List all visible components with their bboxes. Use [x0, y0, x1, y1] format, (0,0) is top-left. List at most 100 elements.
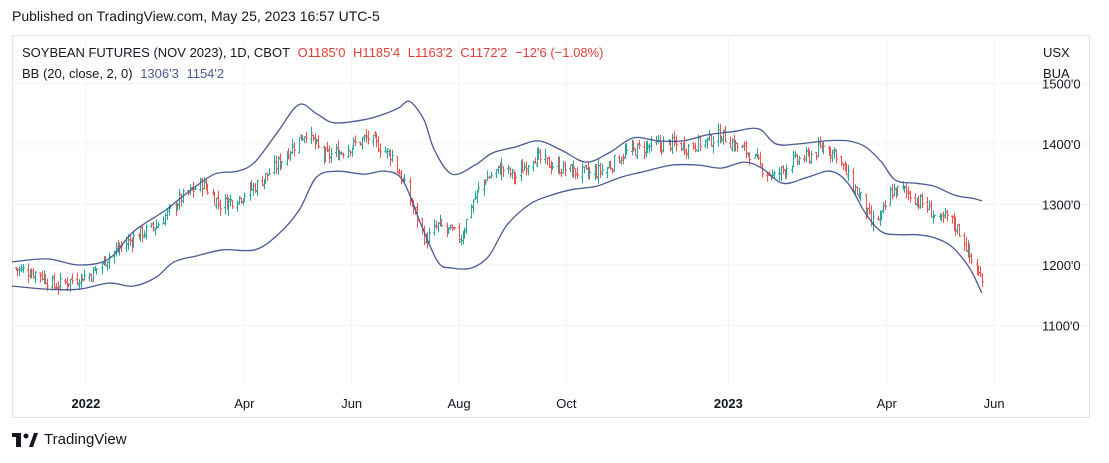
- footer-brand[interactable]: TradingView: [12, 431, 127, 448]
- ohlc-bar: [954, 216, 957, 237]
- ohlc-bar: [965, 237, 968, 252]
- ohlc-bar: [808, 149, 811, 164]
- tradingview-logo-icon: [12, 432, 38, 447]
- ohlc-bar: [551, 162, 554, 170]
- ohlc-bar: [840, 155, 843, 167]
- ohlc-bar: [95, 268, 98, 275]
- ohlc-bar: [20, 264, 23, 273]
- ohlc-bar: [673, 130, 676, 147]
- unit-label: BUA: [1043, 66, 1070, 81]
- ohlc-bar: [261, 175, 264, 186]
- ohlc-bar: [433, 219, 436, 236]
- ohlc-bar: [315, 138, 318, 144]
- ohlc-bar: [829, 146, 832, 163]
- ohlc-bar: [34, 271, 37, 284]
- ohlc-bar: [155, 219, 158, 230]
- published-header: Published on TradingView.com, May 25, 20…: [12, 8, 380, 24]
- ohlc-bar: [162, 216, 165, 225]
- ohlc-bar: [192, 181, 195, 198]
- ohlc-bar: [347, 144, 350, 159]
- bb-upper-line: [12, 100, 982, 266]
- ohlc-bar: [164, 212, 167, 226]
- ohlc-bar: [896, 185, 899, 197]
- ohlc-bar: [872, 210, 875, 232]
- ohlc-bar: [668, 139, 671, 145]
- ohlc-bar: [958, 223, 961, 237]
- ohlc-bar: [106, 261, 109, 271]
- ohlc-bar: [314, 133, 317, 150]
- ohlc-bar: [884, 200, 887, 211]
- ohlc-bar: [88, 272, 91, 282]
- ohlc-bar: [599, 162, 602, 178]
- ohlc-bar: [287, 148, 290, 160]
- x-tick-label: Jun: [341, 396, 362, 411]
- ohlc-bar: [914, 193, 917, 206]
- ohlc-bar: [447, 227, 450, 235]
- ohlc-bar: [979, 266, 982, 277]
- ohlc-bar: [101, 261, 104, 275]
- ohlc-bar: [352, 137, 355, 150]
- ohlc-bar: [354, 135, 357, 147]
- ohlc-bar: [532, 160, 535, 172]
- ohlc-bar: [340, 151, 343, 155]
- ohlc-bar: [303, 136, 306, 143]
- bollinger-bands: [12, 100, 983, 294]
- ohlc-bar: [766, 173, 769, 182]
- x-tick-label: 2023: [714, 396, 743, 411]
- x-tick-label: Aug: [447, 396, 470, 411]
- ohlc-bar: [805, 146, 808, 163]
- ohlc-bar: [710, 134, 713, 147]
- ohlc-bar: [365, 128, 368, 143]
- ohlc-bar: [157, 222, 160, 229]
- ohlc-bar: [919, 194, 922, 209]
- ohlc-bar: [83, 269, 86, 281]
- ohlc-bar: [717, 123, 720, 147]
- ohlc-bar: [572, 160, 575, 179]
- ohlc-bar: [921, 192, 924, 209]
- ohlc-bar: [613, 155, 616, 173]
- ohlc-bar: [330, 147, 333, 164]
- ohlc-bar: [81, 276, 84, 282]
- ohlc-bar: [78, 279, 81, 291]
- ohlc-bar: [289, 150, 292, 161]
- price-chart[interactable]: 1500'0 1400'0 1300'0 1200'0 1100'0 2022 Apr Ju…: [12, 35, 1090, 418]
- ohlc-bar: [219, 199, 222, 217]
- ohlc-bar: [719, 124, 722, 144]
- y-axis: 1500'0 1400'0 1300'0 1200'0 1100'0: [1042, 76, 1081, 333]
- ohlc-bar: [581, 163, 584, 184]
- ohlc-bar: [154, 228, 157, 236]
- ohlc-bar: [893, 183, 896, 197]
- ohlc-bar: [240, 197, 243, 204]
- brand-name: TradingView: [44, 431, 127, 448]
- ohlc-bar: [227, 197, 230, 216]
- ohlc-bar: [275, 155, 278, 174]
- ohlc-bar: [71, 273, 74, 285]
- ohlc-bar: [379, 143, 382, 158]
- ohlc-bar: [646, 140, 649, 153]
- ohlc-bar: [76, 272, 79, 286]
- ohlc-bar: [367, 130, 370, 145]
- ohlc-bar: [792, 150, 795, 168]
- ohlc-bar: [620, 156, 623, 165]
- ohlc-bar: [636, 143, 639, 159]
- ohlc-bar: [59, 273, 62, 291]
- y-tick-label: 1400'0: [1042, 137, 1081, 152]
- ohlc-bar: [206, 183, 209, 195]
- ohlc-bar: [57, 281, 60, 296]
- ohlc-bar: [951, 215, 954, 224]
- ohlc-bar: [217, 190, 220, 210]
- ohlc-bar: [773, 170, 776, 179]
- ohlc-bar: [940, 213, 943, 222]
- y-tick-label: 1200'0: [1042, 258, 1081, 273]
- ohlc-bar: [606, 167, 609, 179]
- ohlc-bars: [15, 123, 984, 296]
- bb-label: BB (20, close, 2, 0): [22, 66, 133, 81]
- x-tick-label: Jun: [984, 396, 1005, 411]
- ohlc-bar: [796, 154, 799, 166]
- ohlc-bar: [933, 214, 936, 219]
- ohlc-bar: [386, 148, 389, 159]
- ohlc-bar: [256, 179, 259, 196]
- ohlc-bar: [643, 141, 646, 160]
- ohlc-bar: [569, 164, 572, 173]
- ohlc-bar: [810, 150, 813, 165]
